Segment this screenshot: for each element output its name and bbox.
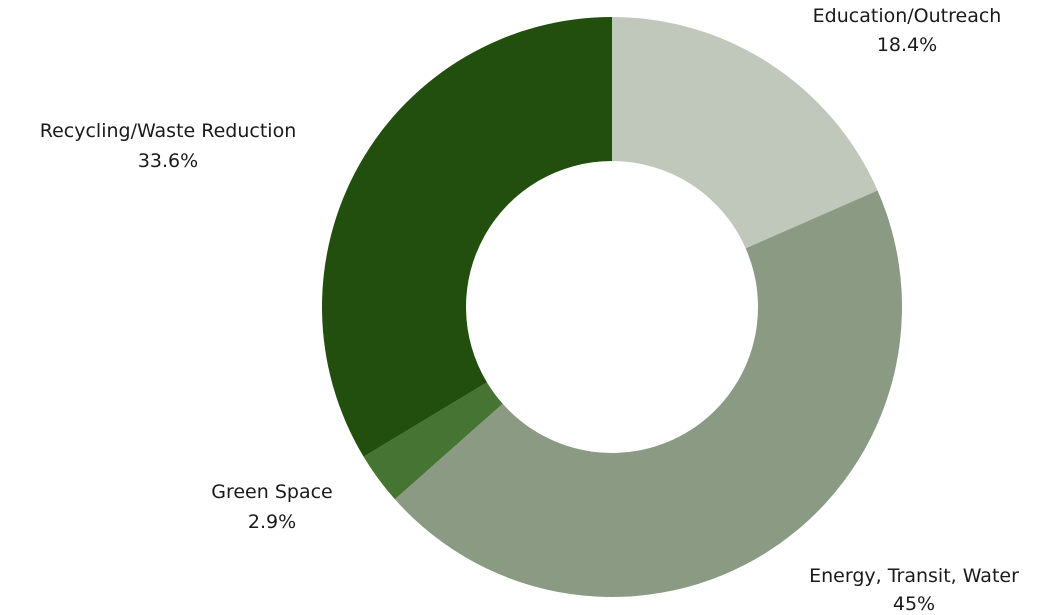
slice-label-recycling-waste-reduction: Recycling/Waste Reduction 33.6% [40, 120, 297, 172]
slice-name-label: Education/Outreach [813, 5, 1002, 27]
slice-label-green-space: Green Space 2.9% [211, 481, 332, 533]
slice-label-energy-transit-water: Energy, Transit, Water 45% [809, 565, 1019, 615]
slice-education-outreach [612, 17, 878, 249]
slice-green-space [363, 382, 503, 500]
slice-value-label: 2.9% [248, 511, 296, 533]
slice-name-label: Recycling/Waste Reduction [40, 120, 297, 142]
chart-slices [321, 17, 903, 598]
slice-value-label: 45% [893, 593, 935, 615]
slice-recycling-waste-reduction [321, 17, 612, 457]
slice-energy-transit-water [394, 190, 903, 598]
slice-name-label: Green Space [211, 481, 332, 503]
slice-value-label: 18.4% [877, 34, 937, 56]
slice-label-education-outreach: Education/Outreach 18.4% [813, 5, 1002, 56]
slice-name-label: Energy, Transit, Water [809, 565, 1019, 587]
slice-value-label: 33.6% [138, 150, 198, 172]
